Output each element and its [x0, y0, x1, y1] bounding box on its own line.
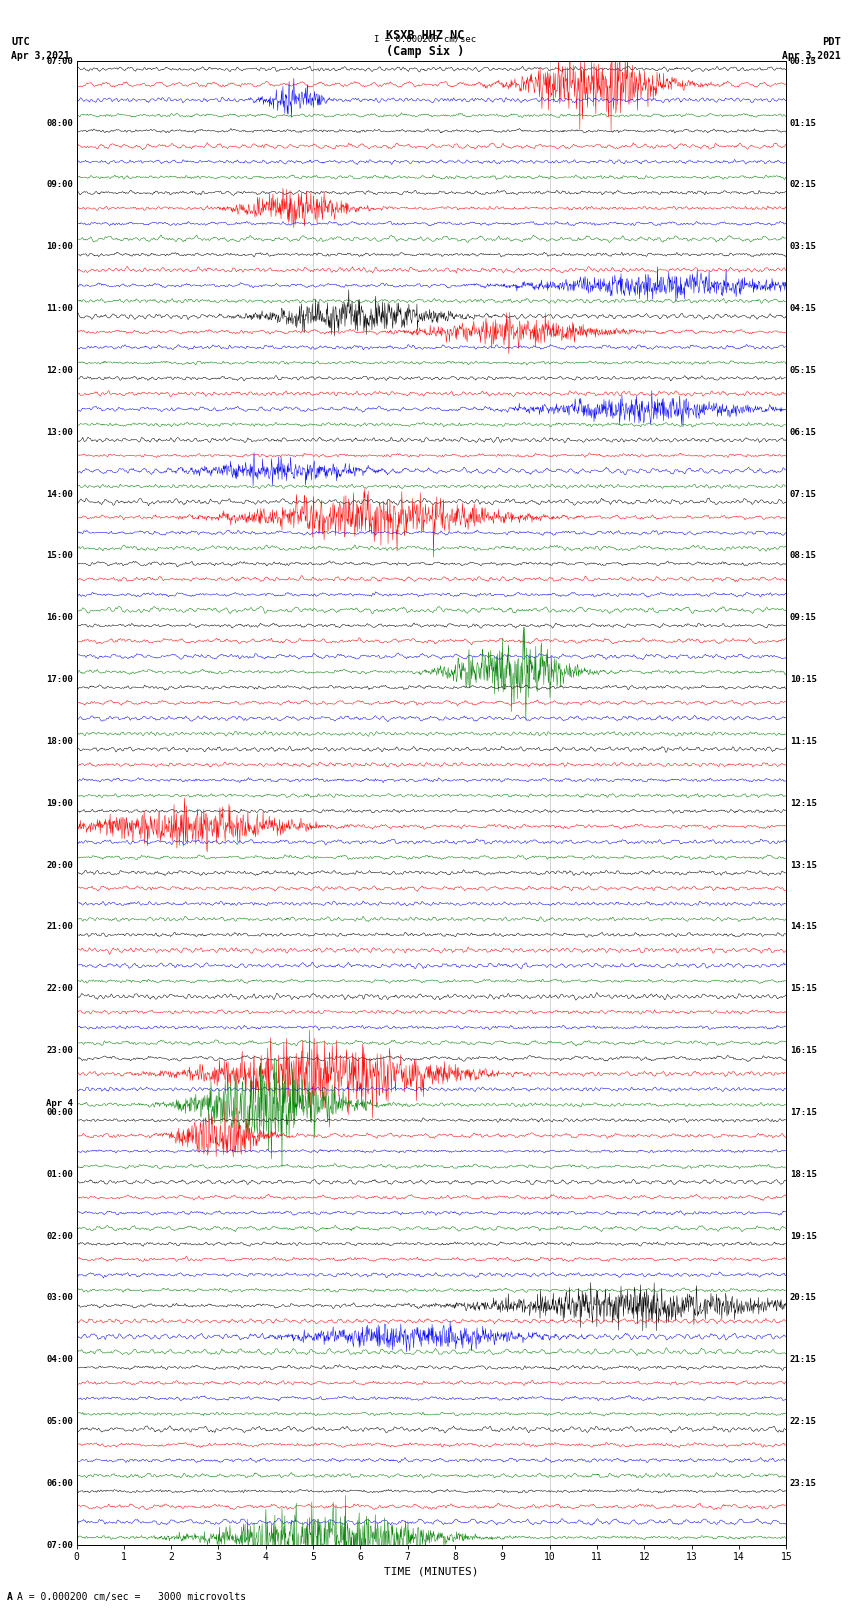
Text: 04:15: 04:15 — [790, 305, 817, 313]
Text: UTC: UTC — [11, 37, 31, 47]
Text: 06:00: 06:00 — [46, 1479, 73, 1487]
Text: A: A — [7, 1592, 13, 1602]
Text: 00:15: 00:15 — [790, 56, 817, 66]
Text: 10:15: 10:15 — [790, 676, 817, 684]
Text: 13:00: 13:00 — [46, 427, 73, 437]
Text: A = 0.000200 cm/sec =   3000 microvolts: A = 0.000200 cm/sec = 3000 microvolts — [17, 1592, 246, 1602]
Text: 22:15: 22:15 — [790, 1418, 817, 1426]
Text: 07:00: 07:00 — [46, 56, 73, 66]
Text: Apr 4: Apr 4 — [46, 1098, 73, 1108]
X-axis label: TIME (MINUTES): TIME (MINUTES) — [384, 1566, 479, 1576]
Text: KSXB HHZ NC: KSXB HHZ NC — [386, 29, 464, 42]
Text: 02:00: 02:00 — [46, 1232, 73, 1240]
Text: 09:00: 09:00 — [46, 181, 73, 189]
Text: PDT: PDT — [822, 37, 841, 47]
Text: 18:15: 18:15 — [790, 1169, 817, 1179]
Text: 08:15: 08:15 — [790, 552, 817, 560]
Text: 16:00: 16:00 — [46, 613, 73, 623]
Text: 20:15: 20:15 — [790, 1294, 817, 1302]
Text: 15:15: 15:15 — [790, 984, 817, 994]
Text: 10:00: 10:00 — [46, 242, 73, 252]
Text: Apr 3,2021: Apr 3,2021 — [11, 52, 71, 61]
Text: 19:15: 19:15 — [790, 1232, 817, 1240]
Text: 02:15: 02:15 — [790, 181, 817, 189]
Text: 17:15: 17:15 — [790, 1108, 817, 1116]
Text: 05:15: 05:15 — [790, 366, 817, 374]
Text: 13:15: 13:15 — [790, 861, 817, 869]
Text: 22:00: 22:00 — [46, 984, 73, 994]
Text: 21:00: 21:00 — [46, 923, 73, 931]
Text: 06:15: 06:15 — [790, 427, 817, 437]
Text: 17:00: 17:00 — [46, 676, 73, 684]
Text: 15:00: 15:00 — [46, 552, 73, 560]
Text: 21:15: 21:15 — [790, 1355, 817, 1365]
Text: 07:15: 07:15 — [790, 490, 817, 498]
Text: 03:00: 03:00 — [46, 1294, 73, 1302]
Text: 12:15: 12:15 — [790, 798, 817, 808]
Text: 16:15: 16:15 — [790, 1047, 817, 1055]
Text: 14:15: 14:15 — [790, 923, 817, 931]
Text: 12:00: 12:00 — [46, 366, 73, 374]
Text: 01:15: 01:15 — [790, 119, 817, 127]
Text: 05:00: 05:00 — [46, 1418, 73, 1426]
Text: 01:00: 01:00 — [46, 1169, 73, 1179]
Text: 23:00: 23:00 — [46, 1047, 73, 1055]
Text: 09:15: 09:15 — [790, 613, 817, 623]
Text: 07:00: 07:00 — [46, 1540, 73, 1550]
Text: 14:00: 14:00 — [46, 490, 73, 498]
Text: 18:00: 18:00 — [46, 737, 73, 745]
Text: I = 0.000200 cm/sec: I = 0.000200 cm/sec — [374, 34, 476, 44]
Text: 20:00: 20:00 — [46, 861, 73, 869]
Text: 03:15: 03:15 — [790, 242, 817, 252]
Text: 04:00: 04:00 — [46, 1355, 73, 1365]
Text: 19:00: 19:00 — [46, 798, 73, 808]
Text: 11:15: 11:15 — [790, 737, 817, 745]
Text: (Camp Six ): (Camp Six ) — [386, 45, 464, 58]
Text: Apr 3,2021: Apr 3,2021 — [782, 52, 841, 61]
Text: 23:15: 23:15 — [790, 1479, 817, 1487]
Text: 00:00: 00:00 — [46, 1108, 73, 1116]
Text: 08:00: 08:00 — [46, 119, 73, 127]
Text: 11:00: 11:00 — [46, 305, 73, 313]
